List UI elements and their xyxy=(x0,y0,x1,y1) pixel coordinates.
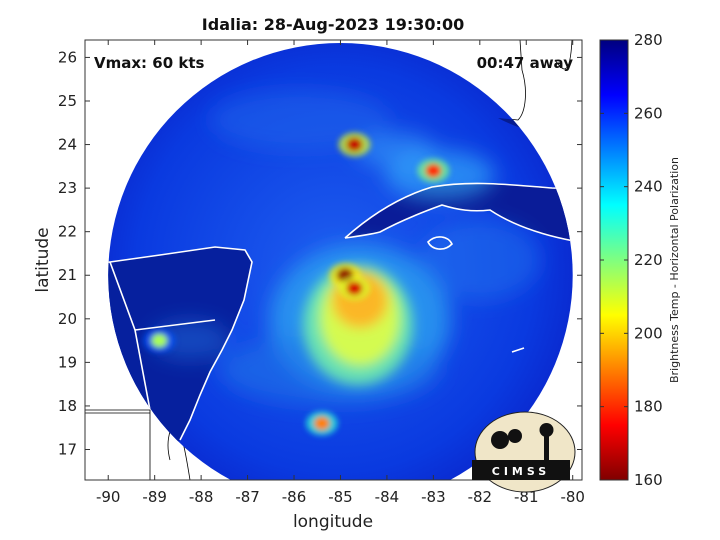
colorbar-tick-label: 220 xyxy=(634,251,663,269)
x-tick-label: -81 xyxy=(514,488,539,506)
time-away-annotation: 00:47 away xyxy=(477,54,574,72)
y-tick-label: 17 xyxy=(58,441,77,459)
logo-dish-icon xyxy=(491,431,509,449)
vmax-annotation: Vmax: 60 kts xyxy=(94,54,204,72)
cold-cores xyxy=(143,132,450,436)
logo-tower-icon xyxy=(544,432,549,460)
cold-core-mark xyxy=(346,281,363,296)
colorbar-tick-label: 280 xyxy=(634,31,663,49)
logo-tower-tank-icon xyxy=(539,423,554,437)
cold-core-mark xyxy=(425,163,442,178)
colorbar xyxy=(599,39,629,481)
y-tick-label: 18 xyxy=(58,397,77,415)
x-tick-label: -88 xyxy=(189,488,214,506)
y-tick-label: 26 xyxy=(58,48,77,66)
y-tick-label: 21 xyxy=(58,266,77,284)
cuba-south-coast xyxy=(344,204,573,246)
x-tick-label: -89 xyxy=(142,488,167,506)
colorbar-tick-label: 200 xyxy=(634,324,663,342)
colorbar-ticks: 160 180 200 220 240 260 280 xyxy=(600,31,663,489)
x-tick-label: -82 xyxy=(468,488,493,506)
colorbar-tick-label: 240 xyxy=(634,178,663,196)
cuba-land xyxy=(345,183,573,245)
colorbar-tick-label: 260 xyxy=(634,104,663,122)
land-outside-swath xyxy=(85,409,151,480)
plot-area xyxy=(85,40,582,480)
cuba-north-coast xyxy=(344,182,573,239)
y-tick-label: 24 xyxy=(58,136,77,154)
y-tick-label: 25 xyxy=(58,92,77,110)
cold-core-mark xyxy=(151,333,168,348)
cold-core-mark xyxy=(346,137,363,152)
state-border xyxy=(134,319,216,331)
logo-dish-icon-2 xyxy=(508,429,522,443)
cayman-coast xyxy=(511,347,525,353)
x-tick-label: -86 xyxy=(282,488,307,506)
x-axis: -90 -89 -88 -87 -86 -85 -84 -83 -82 -81 -80 xyxy=(96,40,585,506)
y-tick-label: 19 xyxy=(58,353,77,371)
swath xyxy=(108,43,573,480)
y-tick-label: 22 xyxy=(58,223,77,241)
colorbar-tick-label: 180 xyxy=(634,398,663,416)
isle-of-youth-coast xyxy=(427,236,453,250)
logo-banner xyxy=(472,460,570,480)
florida-coast-outside xyxy=(497,40,526,121)
cold-core-mark xyxy=(313,416,330,431)
x-tick-label: -87 xyxy=(235,488,260,506)
x-tick-label: -84 xyxy=(375,488,400,506)
colorbar-label: Brightness Temp - Horizontal Polarizatio… xyxy=(668,157,681,383)
x-tick-label: -80 xyxy=(560,488,585,506)
chart-title: Idalia: 28-Aug-2023 19:30:00 xyxy=(202,15,464,34)
y-axis-label: latitude xyxy=(33,227,53,292)
logo-text: CIMSS xyxy=(492,465,550,478)
florida-keys-coast-outside xyxy=(554,40,573,70)
x-tick-label: -90 xyxy=(96,488,121,506)
convection-main xyxy=(303,265,413,385)
y-tick-label: 23 xyxy=(58,179,77,197)
coastlines xyxy=(108,182,573,441)
x-tick-label: -83 xyxy=(421,488,446,506)
x-axis-label: longitude xyxy=(293,512,373,532)
yucatan-coast xyxy=(108,246,253,441)
colorbar-tick-label: 160 xyxy=(634,471,663,489)
x-tick-label: -85 xyxy=(328,488,353,506)
axes-box xyxy=(84,39,583,481)
y-axis: 17 18 19 20 21 22 23 24 25 26 xyxy=(58,48,582,459)
cimss-logo: CIMSS xyxy=(472,411,576,493)
y-tick-label: 20 xyxy=(58,310,77,328)
